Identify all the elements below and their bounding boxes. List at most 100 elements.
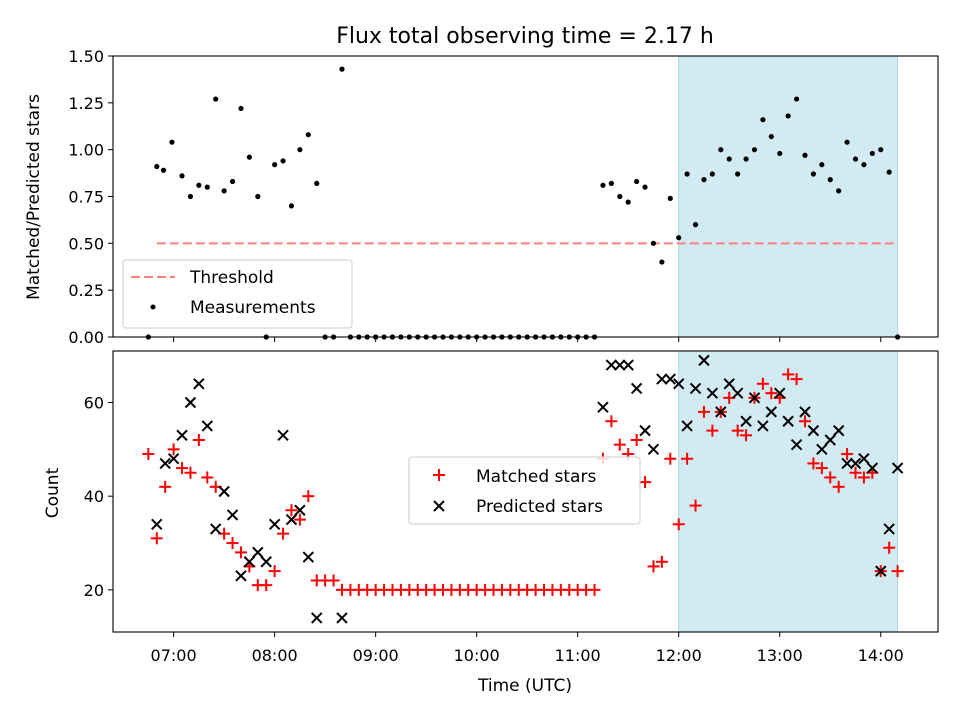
y-tick-label: 20: [84, 581, 104, 600]
matched-star-marker: [159, 480, 172, 493]
legend-measurements-label: Measurements: [190, 298, 316, 318]
matched-star-marker: [268, 565, 281, 578]
x-tick-label: 08:00: [252, 646, 298, 665]
matched-star-marker: [285, 504, 298, 517]
marker-stroke: [774, 387, 786, 399]
x-tick-label: 09:00: [353, 646, 399, 665]
marker-stroke: [841, 457, 853, 470]
marker-stroke: [622, 359, 634, 371]
predicted-star-marker: [731, 387, 744, 399]
marker-stroke: [664, 373, 677, 385]
top-x-ticks: [173, 337, 882, 342]
marker-stroke: [891, 462, 904, 474]
marker-stroke: [268, 518, 281, 530]
matched-star-marker: [689, 499, 702, 512]
predicted-star-marker: [159, 457, 171, 470]
matched-star-marker: [740, 429, 753, 442]
measurement-point: [339, 66, 345, 72]
matched-star-marker: [176, 462, 189, 475]
measurement-point: [735, 171, 741, 177]
matched-star-marker: [655, 555, 668, 568]
measurement-point: [238, 105, 244, 112]
measurement-point: [187, 193, 194, 200]
measurement-point: [617, 193, 623, 200]
measurement-point: [861, 162, 867, 168]
marker-stroke: [748, 392, 761, 404]
measurement-point: [650, 240, 657, 246]
predicted-star-marker: [243, 556, 256, 568]
marker-stroke: [866, 462, 879, 474]
matched-star-marker: [815, 462, 828, 475]
matched-star-marker: [798, 415, 811, 428]
y-tick-label: 0.25: [68, 281, 104, 300]
matched-star-marker: [681, 452, 694, 465]
y-tick-label: 0.00: [68, 328, 104, 347]
measurement-point: [280, 158, 286, 164]
predicted-star-marker: [891, 462, 904, 474]
measurement-point: [827, 177, 833, 183]
matched-star-marker: [782, 368, 795, 381]
highlight-span: [678, 350, 899, 633]
measurement-point: [154, 163, 160, 170]
measurement-point: [785, 113, 791, 119]
marker-stroke: [243, 556, 256, 568]
measurement-point: [878, 147, 884, 153]
top-legend: Threshold Measurements: [122, 259, 353, 329]
matched-star-marker: [857, 471, 870, 484]
measurement-point: [819, 162, 825, 168]
predicted-star-marker: [235, 570, 247, 582]
measurement-point: [701, 177, 707, 183]
predicted-star-marker: [597, 401, 609, 413]
measurement-point: [196, 182, 202, 188]
marker-stroke: [816, 443, 828, 456]
marker-stroke: [832, 424, 845, 437]
matched-star-marker: [706, 424, 719, 437]
matched-star-marker: [891, 565, 904, 578]
matched-star-marker: [302, 490, 315, 503]
predicted-star-marker: [647, 443, 660, 456]
predicted-star-marker: [193, 378, 205, 390]
measurement-point: [726, 156, 732, 162]
marker-stroke: [698, 354, 710, 367]
marker-stroke: [790, 438, 803, 451]
measurement-point: [288, 203, 295, 209]
predicted-star-marker: [832, 424, 845, 437]
measurement-point: [676, 235, 682, 241]
predicted-star-marker: [277, 429, 289, 442]
marker-stroke: [656, 373, 668, 385]
legend-measurements-swatch: [150, 304, 156, 310]
bottom-series-points: [142, 354, 904, 624]
x-tick-label: 07:00: [151, 646, 197, 665]
matched-star-marker: [647, 560, 660, 573]
matched-star-marker: [672, 518, 685, 531]
measurement-point: [297, 147, 303, 153]
predicted-star-marker: [858, 453, 870, 465]
measurement-point: [886, 169, 892, 175]
measurement-point: [608, 180, 614, 186]
x-tick-label: 13:00: [757, 646, 803, 665]
measurement-point: [314, 180, 320, 186]
matched-star-marker: [150, 532, 163, 545]
marker-stroke: [159, 457, 171, 470]
matched-star-marker: [234, 546, 247, 559]
measurement-point: [213, 96, 219, 102]
top-legend-box: [122, 259, 353, 329]
x-tick-label: 11:00: [555, 646, 601, 665]
marker-stroke: [277, 429, 289, 442]
measurement-point: [852, 156, 859, 162]
predicted-star-marker: [184, 396, 197, 409]
measurement-point: [600, 182, 606, 188]
marker-stroke: [639, 424, 651, 437]
measurement-point: [718, 147, 724, 153]
marker-stroke: [807, 424, 820, 437]
marker-stroke: [209, 523, 222, 535]
predicted-star-marker: [849, 457, 862, 470]
measurement-point: [634, 178, 640, 185]
predicted-star-marker: [765, 406, 778, 418]
predicted-star-marker: [268, 518, 281, 530]
matched-star-marker: [790, 373, 803, 386]
measurement-point: [642, 184, 648, 190]
marker-stroke: [597, 401, 609, 413]
marker-stroke: [731, 387, 744, 399]
